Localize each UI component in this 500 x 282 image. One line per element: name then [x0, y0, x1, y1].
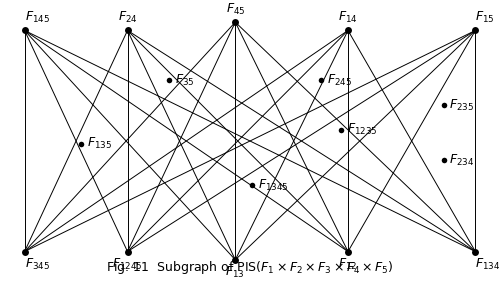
- Text: Fig. 11  Subgraph of PIS($F_1\times F_2\times F_3\times F_4\times F_5$): Fig. 11 Subgraph of PIS($F_1\times F_2\t…: [106, 259, 394, 276]
- Text: $F_{1345}$: $F_{1345}$: [258, 178, 289, 193]
- Text: $F_{15}$: $F_{15}$: [476, 10, 495, 25]
- Text: $F_{134}$: $F_{134}$: [476, 257, 500, 272]
- Text: $F_{234}$: $F_{234}$: [450, 153, 474, 168]
- Text: $F_{235}$: $F_{235}$: [450, 98, 474, 113]
- Text: $F_{13}$: $F_{13}$: [226, 265, 245, 280]
- Text: $F_{245}$: $F_{245}$: [327, 73, 352, 88]
- Text: $F_{145}$: $F_{145}$: [24, 10, 50, 25]
- Text: $F_{1235}$: $F_{1235}$: [346, 122, 377, 138]
- Text: $F_{35}$: $F_{35}$: [175, 73, 195, 88]
- Text: $F_{24}$: $F_{24}$: [118, 10, 138, 25]
- Text: $F_{14}$: $F_{14}$: [338, 10, 358, 25]
- Text: $F_{12}$: $F_{12}$: [338, 257, 357, 272]
- Text: $F_{1245}$: $F_{1245}$: [112, 257, 143, 272]
- Text: $F_{135}$: $F_{135}$: [87, 136, 112, 151]
- Text: $F_{345}$: $F_{345}$: [24, 257, 50, 272]
- Text: $F_{45}$: $F_{45}$: [226, 2, 245, 17]
